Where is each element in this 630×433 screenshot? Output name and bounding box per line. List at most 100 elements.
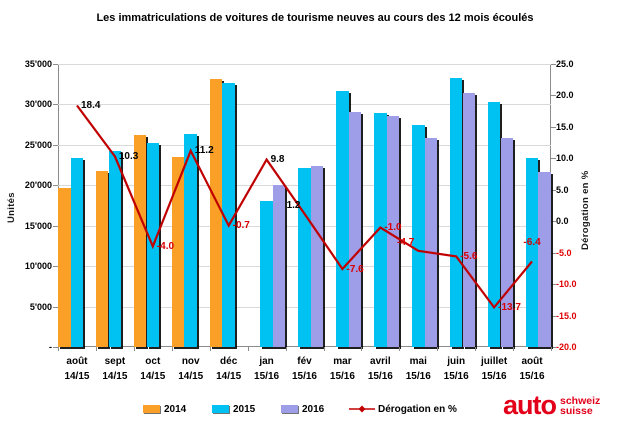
chart-title: Les immatriculations de voitures de tour… (96, 12, 534, 24)
x-axis-tick (247, 347, 249, 351)
category-label-period: 14/15 (140, 371, 166, 382)
right-axis-tick-label: 25.0 (556, 59, 574, 69)
x-axis-tick (323, 347, 325, 351)
bar-2014-nov (171, 157, 185, 347)
right-axis-tick (551, 95, 556, 96)
right-axis-tick-label: -15.0 (556, 310, 577, 321)
legend-swatch (281, 405, 298, 413)
right-axis-tick-label: 20.0 (556, 90, 574, 101)
right-axis-tick (551, 347, 556, 348)
bar-2014-déc (209, 79, 223, 347)
legend-label: 2015 (233, 403, 256, 415)
legend-item-2016: 2016 (281, 403, 324, 415)
legend-swatch (212, 405, 229, 413)
right-axis-tick (551, 284, 556, 285)
x-axis-tick (285, 347, 287, 351)
category-label-period: 14/15 (178, 371, 204, 382)
category-label-period: 15/16 (254, 371, 280, 382)
right-axis-tick (551, 253, 556, 254)
left-axis-tick-label: 30'000 (24, 99, 52, 110)
x-axis-tick (551, 347, 552, 351)
x-axis-tick (171, 347, 173, 351)
bar-2015-août (70, 157, 84, 347)
bar-2015-jan (260, 200, 273, 347)
legend-item-dérogation-en-%: Dérogation en % (349, 403, 457, 415)
logo-auto-schweiz: auto schweiz suisse (503, 392, 600, 419)
category-label-month: août (66, 356, 88, 367)
left-axis-tick (53, 185, 58, 186)
category-label-period: 14/15 (216, 371, 242, 382)
right-axis-tick-label: -20.0 (556, 342, 577, 352)
line-point-label: 11.2 (194, 145, 214, 157)
category-label-period: 15/16 (329, 371, 355, 382)
line-point-label: -5.6 (460, 250, 478, 262)
bar-2015-sept (108, 151, 122, 347)
bar-2016-fév (310, 165, 324, 347)
bar-2016-jan (272, 184, 286, 347)
category-label-period: 15/16 (291, 371, 317, 382)
category-label-month: oct (145, 356, 161, 367)
bar-2016-mai (424, 137, 438, 347)
right-axis-title: Dérogation en % (580, 170, 591, 250)
right-axis-tick-label: 0.0 (556, 216, 569, 227)
right-axis-tick (551, 316, 556, 317)
logo-schweiz-suisse: schweiz suisse (560, 396, 600, 417)
line-point-label: -1.0 (384, 222, 402, 233)
category-label-month: nov (181, 356, 200, 367)
bar-2014-sept (95, 170, 109, 347)
bar-2014-août (58, 187, 71, 347)
bar-2016-août (538, 171, 551, 347)
bar-2015-juillet (487, 102, 501, 347)
bar-2016-juin (462, 93, 476, 347)
x-axis-tick (133, 347, 135, 351)
category-label-month: août (521, 356, 543, 367)
category-label-period: 15/16 (443, 371, 469, 382)
line-point-label: -4.7 (397, 236, 415, 248)
bar-2016-mar (348, 111, 362, 347)
line-point-label: -7.6 (346, 263, 364, 275)
left-axis-tick (53, 104, 58, 105)
legend-label: 2016 (302, 403, 325, 415)
bar-2015-juin (449, 77, 463, 347)
left-axis-tick-label: - (49, 342, 52, 352)
category-label-period: 15/16 (519, 371, 545, 382)
category-label-month: jan (259, 356, 274, 367)
left-axis-tick (53, 64, 58, 65)
right-axis-tick-label: -5.0 (556, 247, 572, 258)
gridline (58, 145, 551, 146)
x-axis-tick (58, 347, 59, 351)
line-point-label: -13.7 (498, 301, 521, 313)
category-label-period: 14/15 (64, 371, 90, 382)
category-label-month: mai (409, 356, 427, 367)
bar-2015-fév (298, 168, 311, 347)
left-axis-tick (53, 347, 58, 348)
legend-label: 2014 (164, 403, 187, 415)
right-axis-tick-label: -10.0 (556, 279, 577, 290)
logo-auto-text: auto (503, 390, 557, 420)
bar-2015-août (525, 157, 539, 347)
derogation-line (76, 104, 533, 310)
left-axis-tick (53, 145, 58, 146)
line-point-label: 18.4 (80, 100, 101, 111)
left-axis-tick-label: 25'000 (24, 139, 52, 150)
category-label-month: juin (447, 356, 466, 367)
bar-2014-oct (133, 135, 147, 347)
legend-line-marker-icon (349, 405, 375, 413)
bar-2015-mar (336, 90, 349, 347)
gridline (58, 64, 551, 65)
left-axis-tick-label: 35'000 (24, 59, 52, 69)
line-point-label: -4.0 (156, 240, 175, 252)
x-axis-tick (437, 347, 439, 351)
right-axis-tick-label: 15.0 (556, 121, 574, 132)
left-axis-tick (53, 226, 58, 227)
left-axis-tick (53, 307, 58, 308)
line-point-label: -6.4 (523, 237, 541, 249)
right-axis-tick (551, 127, 556, 128)
x-axis-tick (209, 347, 211, 351)
left-axis-tick-label: 15'000 (24, 220, 52, 231)
bar-2015-déc (222, 82, 235, 347)
left-axis-tick-label: 5'000 (29, 301, 52, 312)
legend-swatch (143, 405, 160, 413)
line-point-label: -0.7 (232, 220, 250, 232)
